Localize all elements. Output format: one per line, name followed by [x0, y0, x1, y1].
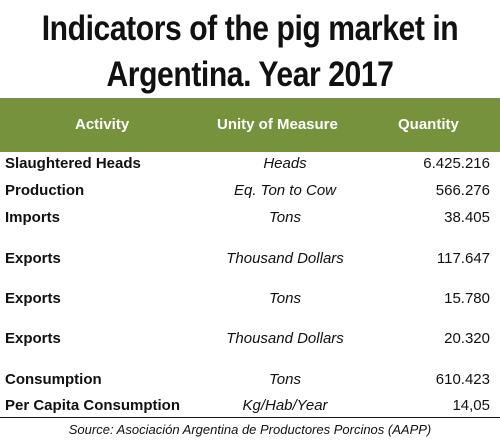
activity-cell: Per Capita Consumption — [5, 397, 181, 414]
activity-cell: Slaughtered Heads — [5, 155, 141, 172]
page-title: Indicators of the pig market in Argentin… — [35, 6, 465, 98]
activity-cell: Exports — [5, 250, 61, 267]
table-row: Exports Tons 15.780 — [0, 288, 500, 308]
quantity-cell: 610.423 — [435, 371, 490, 388]
unit-cell: Thousand Dollars — [226, 330, 344, 347]
quantity-cell: 14,05 — [452, 397, 490, 414]
unit-cell: Tons — [269, 290, 301, 307]
quantity-cell: 6.425.216 — [423, 155, 490, 172]
table-row: Per Capita Consumption Kg/Hab/Year 14,05 — [0, 395, 500, 415]
unit-cell: Tons — [269, 209, 301, 226]
unit-cell: Thousand Dollars — [226, 250, 344, 267]
quantity-cell: 15.780 — [444, 290, 490, 307]
column-header-unit: Unity of Measure — [217, 116, 338, 133]
activity-cell: Exports — [5, 290, 61, 307]
table-header: Activity Unity of Measure Quantity — [0, 98, 500, 152]
activity-cell: Exports — [5, 330, 61, 347]
unit-cell: Kg/Hab/Year — [242, 397, 328, 414]
activity-cell: Imports — [5, 209, 61, 226]
quantity-cell: 20.320 — [444, 330, 490, 347]
unit-cell: Heads — [263, 155, 307, 172]
table-row: Exports Thousand Dollars 117.647 — [0, 248, 500, 268]
table-row: Production Eq. Ton to Cow 566.276 — [0, 180, 500, 200]
table-row: Consumption Tons 610.423 — [0, 369, 500, 389]
quantity-cell: 566.276 — [435, 182, 490, 199]
column-header-quantity: Quantity — [398, 116, 459, 133]
quantity-cell: 38.405 — [444, 209, 490, 226]
title-line-2: Argentina. Year 2017 — [106, 55, 394, 94]
unit-cell: Tons — [269, 371, 301, 388]
unit-cell: Eq. Ton to Cow — [233, 182, 336, 199]
table-row: Exports Thousand Dollars 20.320 — [0, 328, 500, 348]
quantity-cell: 117.647 — [436, 250, 490, 267]
title-line-1: Indicators of the pig market in — [41, 9, 459, 48]
table-row: Slaughtered Heads Heads 6.425.216 — [0, 153, 500, 173]
source-note: Source: Asociación Argentina de Producto… — [68, 422, 432, 437]
activity-cell: Consumption — [5, 371, 102, 388]
column-header-activity: Activity — [75, 116, 130, 133]
table-bottom-border — [0, 417, 500, 418]
activity-cell: Production — [5, 182, 85, 199]
table-row: Imports Tons 38.405 — [0, 207, 500, 227]
